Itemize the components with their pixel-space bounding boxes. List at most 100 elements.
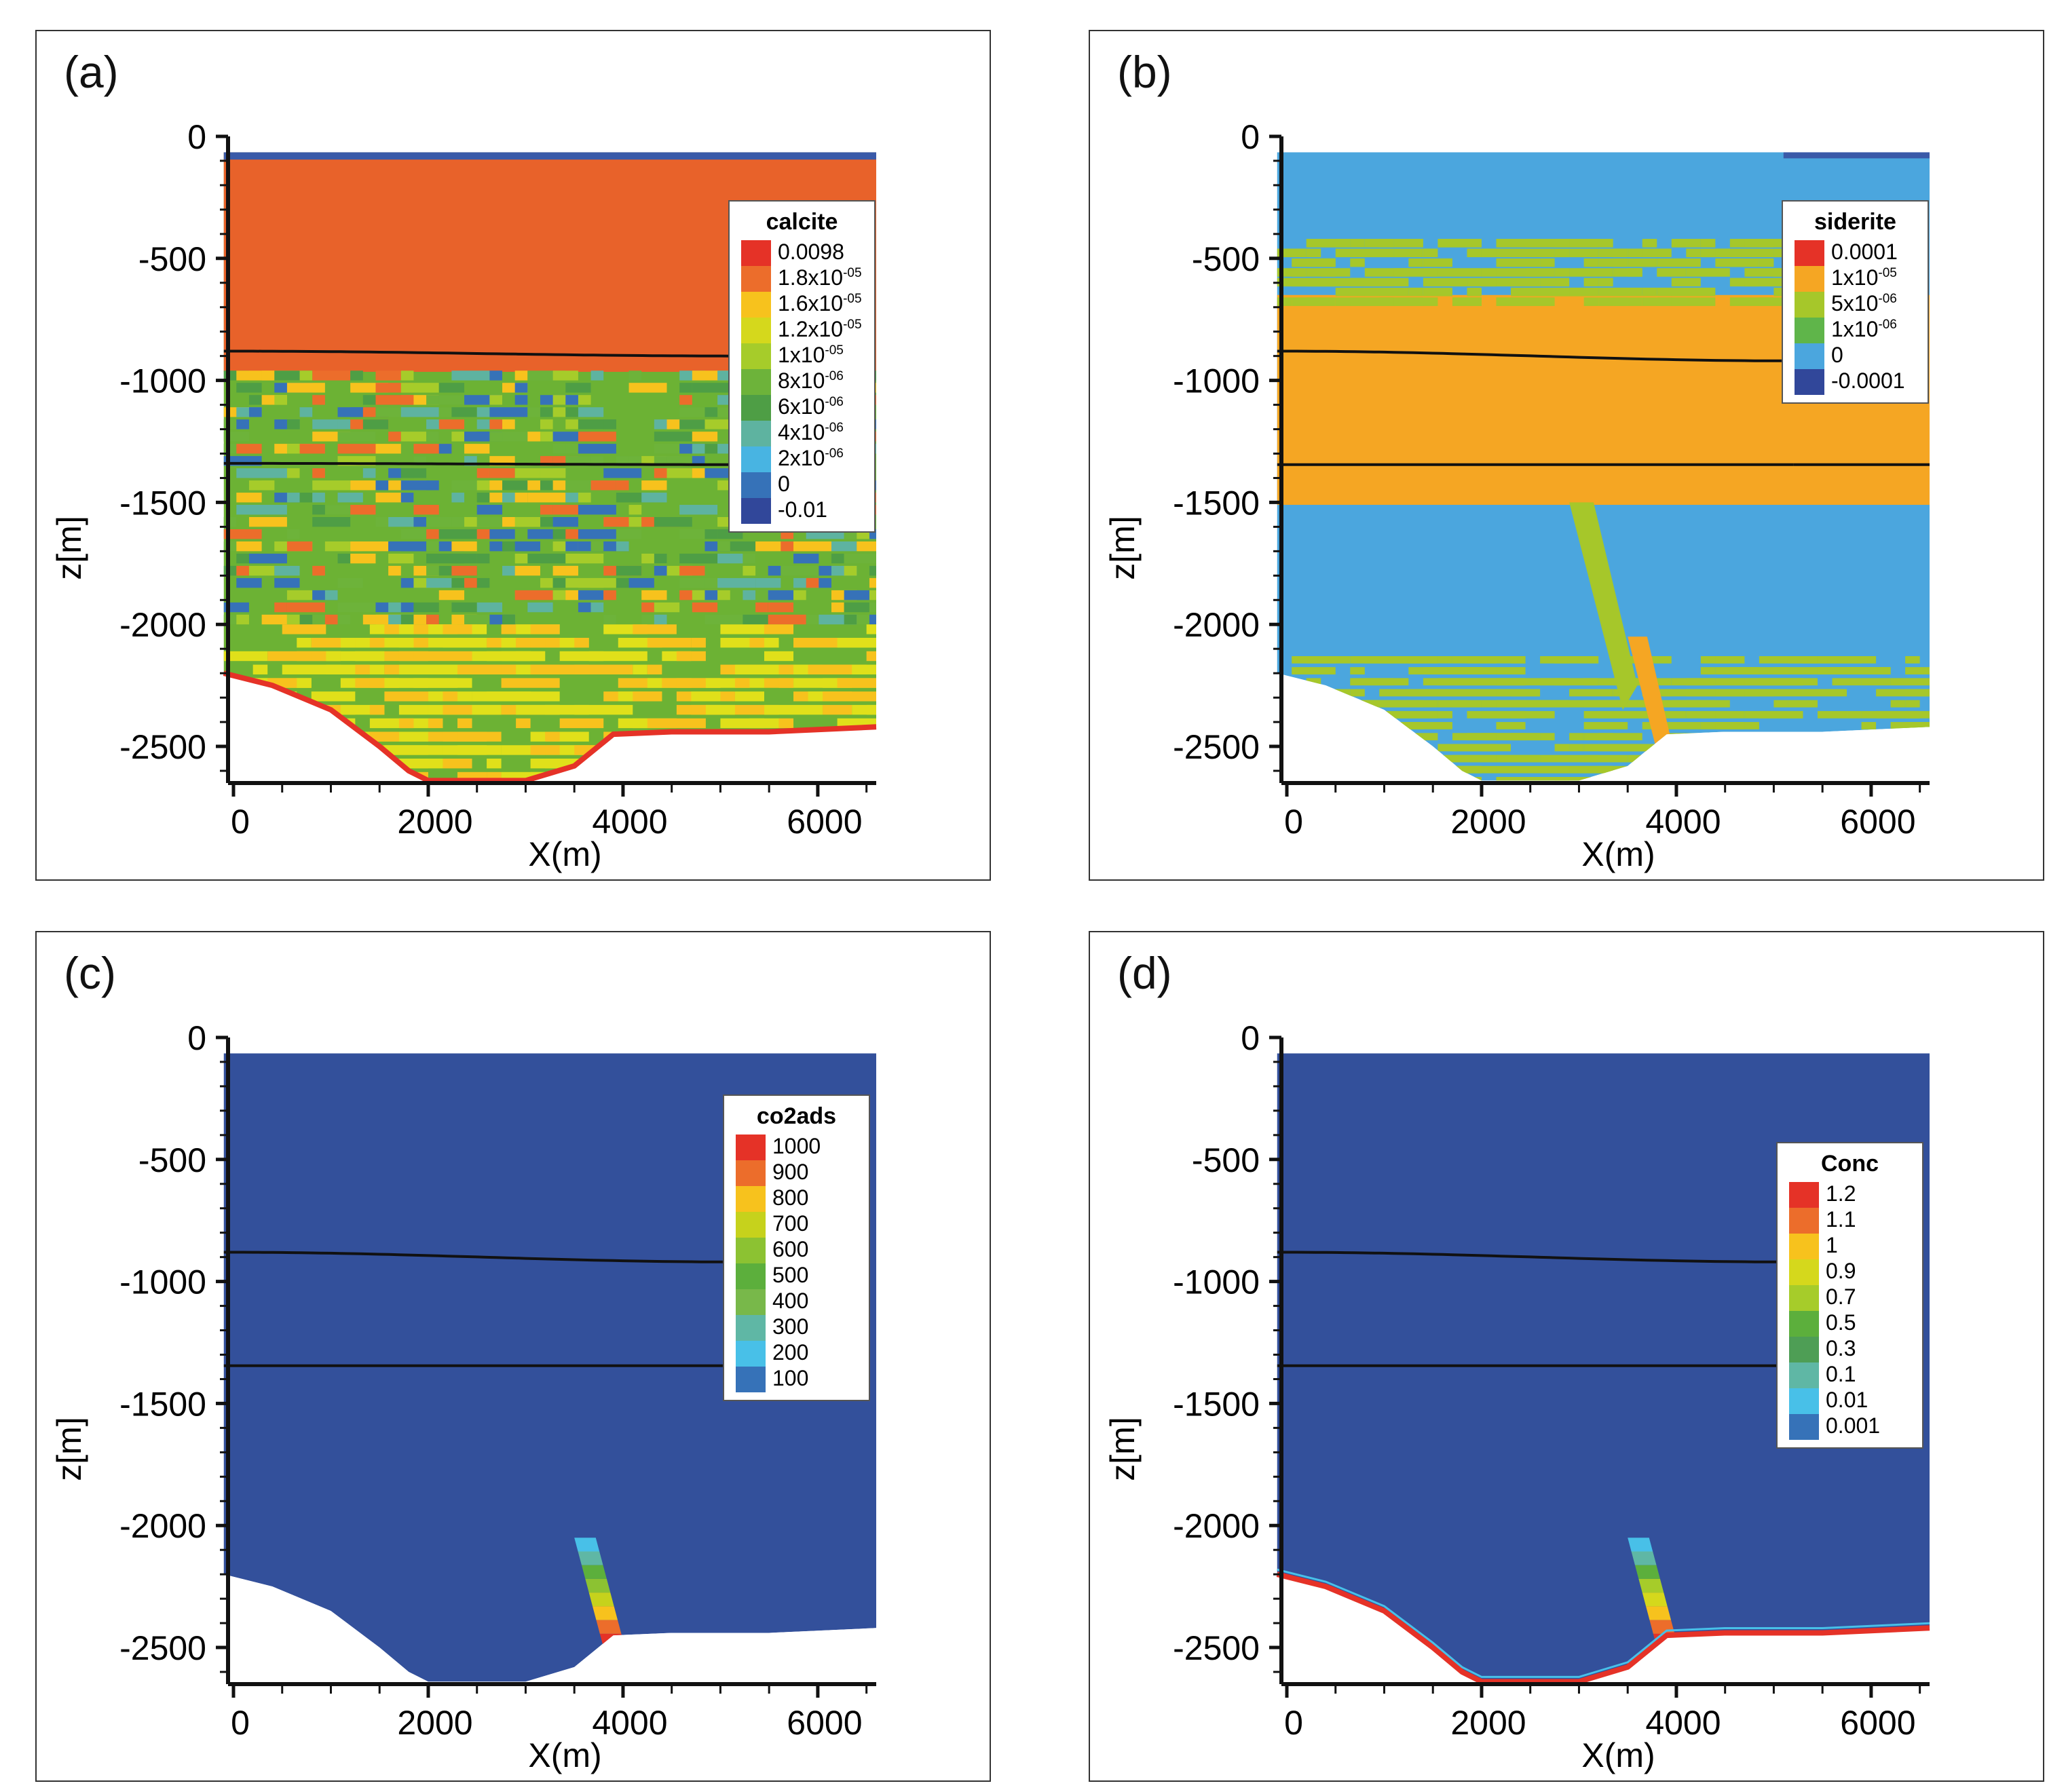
calcite-deep-cell bbox=[588, 651, 647, 662]
legend-swatch bbox=[736, 1315, 766, 1341]
siderite-deep-cell bbox=[1905, 710, 1920, 719]
calcite-cell bbox=[705, 419, 730, 430]
siderite-cell bbox=[1423, 278, 1467, 287]
calcite-deep-cell bbox=[866, 771, 877, 781]
y-tick-label: -2500 bbox=[119, 728, 206, 766]
calcite-cell bbox=[628, 517, 642, 527]
calcite-cell bbox=[236, 419, 249, 430]
siderite-cell bbox=[1540, 248, 1555, 258]
calcite-deep-cell bbox=[734, 691, 764, 702]
calcite-deep-cell bbox=[457, 638, 487, 648]
siderite-deep-cell bbox=[1583, 755, 1628, 763]
siderite-cell bbox=[1379, 239, 1394, 248]
siderite-deep-cell bbox=[1861, 733, 1877, 741]
bottom-rim-inner bbox=[1277, 1568, 1930, 1678]
bottom-rim bbox=[1276, 1571, 1930, 1685]
siderite-cell bbox=[1554, 278, 1570, 287]
calcite-cell bbox=[755, 602, 768, 613]
calcite-deep-cell bbox=[705, 745, 735, 755]
calcite-cell bbox=[337, 419, 351, 430]
panel-label: (c) bbox=[64, 948, 116, 998]
legend-label: 300 bbox=[772, 1314, 808, 1339]
calcite-deep-cell bbox=[866, 651, 877, 662]
calcite-deep-cell bbox=[866, 624, 877, 634]
plume-band bbox=[574, 1538, 600, 1552]
y-tick-label: -500 bbox=[1192, 1141, 1260, 1179]
calcite-deep-cell bbox=[413, 759, 428, 769]
calcite-cell bbox=[540, 419, 553, 430]
siderite-deep-cell bbox=[1364, 710, 1380, 719]
calcite-cell bbox=[616, 577, 629, 588]
siderite-deep-cell bbox=[1481, 710, 1526, 719]
legend-label: 0.01 bbox=[1826, 1388, 1868, 1412]
axes: 0 -500 -1000 -1500 -2000 -2500 0 2000 4000 6000 X(… bbox=[50, 118, 876, 873]
calcite-cell bbox=[476, 553, 490, 564]
siderite-deep-cell bbox=[1335, 744, 1394, 752]
siderite-deep-cell bbox=[1481, 755, 1497, 763]
legend-swatch bbox=[1795, 292, 1824, 318]
siderite-deep-cell bbox=[1364, 678, 1409, 686]
calcite-cell bbox=[514, 383, 528, 393]
siderite-deep-cell bbox=[1292, 765, 1351, 774]
siderite-deep-cell bbox=[1700, 765, 1716, 774]
siderite-deep-cell bbox=[1467, 765, 1497, 774]
calcite-deep-cell bbox=[545, 731, 560, 742]
y-tick-label: 0 bbox=[1241, 1019, 1260, 1057]
calcite-cell bbox=[743, 614, 768, 625]
legend-swatch bbox=[1789, 1208, 1819, 1234]
siderite-cell bbox=[1569, 287, 1584, 297]
calcite-cell bbox=[413, 505, 439, 515]
siderite-deep-cell bbox=[1847, 667, 1891, 674]
calcite-deep-cell bbox=[852, 759, 877, 769]
calcite-cell bbox=[362, 468, 376, 478]
calcite-cell bbox=[286, 602, 325, 613]
calcite-deep-cell bbox=[238, 771, 282, 781]
legend-label: 1x10-05 bbox=[778, 343, 844, 367]
siderite-cell bbox=[1540, 258, 1555, 267]
legend-swatch bbox=[736, 1212, 766, 1238]
siderite-deep-cell bbox=[1744, 744, 1759, 752]
calcite-cell bbox=[337, 553, 351, 564]
calcite-cell bbox=[616, 529, 642, 539]
siderite-cell bbox=[1613, 248, 1628, 258]
calcite-deep-cell bbox=[778, 678, 794, 688]
calcite-cell bbox=[679, 565, 705, 576]
calcite-deep-cell bbox=[633, 745, 677, 755]
calcite-cell bbox=[476, 468, 490, 478]
legend-label: 600 bbox=[772, 1237, 808, 1261]
calcite-deep-cell bbox=[282, 704, 312, 715]
calcite-deep-cell bbox=[443, 678, 472, 688]
siderite-deep-cell bbox=[1554, 655, 1570, 664]
calcite-deep-cell bbox=[398, 718, 414, 729]
siderite-cell bbox=[1569, 268, 1613, 277]
calcite-cell bbox=[451, 407, 477, 417]
calcite-cell bbox=[527, 432, 540, 442]
siderite-deep-cell bbox=[1496, 765, 1555, 774]
x-tick-label: 4000 bbox=[592, 1704, 667, 1742]
siderite-deep-cell bbox=[1496, 777, 1526, 781]
calcite-cell bbox=[641, 602, 654, 613]
siderite-deep-cell bbox=[1905, 689, 1930, 697]
calcite-deep-cell bbox=[443, 759, 472, 769]
siderite-deep-cell bbox=[1393, 722, 1423, 729]
calcite-cell bbox=[793, 590, 806, 600]
x-tick-label: 6000 bbox=[787, 1704, 862, 1742]
calcite-deep-cell bbox=[588, 771, 604, 781]
calcite-deep-cell bbox=[369, 638, 385, 648]
calcite-cell bbox=[438, 444, 452, 454]
siderite-deep-cell bbox=[1598, 710, 1613, 719]
siderite-deep-cell bbox=[1686, 700, 1716, 708]
calcite-cell bbox=[312, 493, 325, 503]
calcite-deep-cell bbox=[398, 704, 428, 715]
calcite-deep-cell bbox=[355, 759, 370, 769]
siderite-deep-cell bbox=[1905, 655, 1920, 664]
siderite-deep-cell bbox=[1817, 755, 1877, 763]
calcite-cell bbox=[489, 529, 515, 539]
siderite-cell bbox=[1481, 268, 1497, 277]
siderite-cell bbox=[1438, 268, 1482, 277]
calcite-deep-cell bbox=[501, 678, 560, 688]
calcite-deep-cell bbox=[866, 704, 877, 715]
calcite-deep-cell bbox=[326, 745, 356, 755]
siderite-cell bbox=[1393, 248, 1423, 258]
x-tick-label: 4000 bbox=[1645, 1704, 1721, 1742]
